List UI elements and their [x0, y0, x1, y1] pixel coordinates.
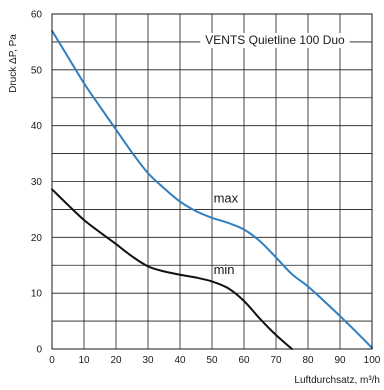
chart-title: VENTS Quietline 100 Duo	[205, 33, 345, 47]
x-tick-label: 100	[364, 355, 381, 366]
y-tick-label: 40	[31, 121, 43, 132]
y-tick-label: 20	[31, 233, 43, 244]
x-tick-label: 90	[334, 355, 346, 366]
chart-title-background	[200, 33, 350, 48]
series-labels: max min	[214, 191, 239, 277]
x-tick-label: 30	[142, 355, 154, 366]
x-tick-label: 50	[206, 355, 218, 366]
series-label-max: max	[214, 191, 239, 206]
x-axis-label: Luftdurchsatz, m³/h	[294, 375, 380, 386]
x-tick-label: 70	[270, 355, 282, 366]
y-axis-label: Druck ΔP, Pa	[8, 34, 19, 93]
x-tick-label: 0	[49, 355, 55, 366]
series-line-max	[51, 29, 373, 349]
y-tick-label: 50	[31, 65, 43, 76]
x-tick-labels: 0 10 20 30 40 50 60 70 80 90 100	[49, 355, 381, 366]
grid-lines	[52, 14, 372, 349]
x-tick-label: 60	[238, 355, 250, 366]
y-tick-label: 30	[31, 177, 43, 188]
y-tick-labels: 0 10 20 30 40 50 60	[31, 10, 43, 356]
x-tick-label: 10	[78, 355, 90, 366]
x-tick-label: 40	[174, 355, 186, 366]
x-tick-label: 20	[110, 355, 122, 366]
series-line-min	[51, 188, 293, 350]
x-tick-label: 80	[302, 355, 314, 366]
y-tick-label: 10	[31, 289, 43, 300]
series-label-min: min	[214, 262, 235, 277]
plot-frame	[51, 13, 373, 350]
series-lines	[51, 29, 373, 350]
y-tick-label: 60	[31, 10, 43, 21]
y-tick-label: 0	[36, 345, 42, 356]
